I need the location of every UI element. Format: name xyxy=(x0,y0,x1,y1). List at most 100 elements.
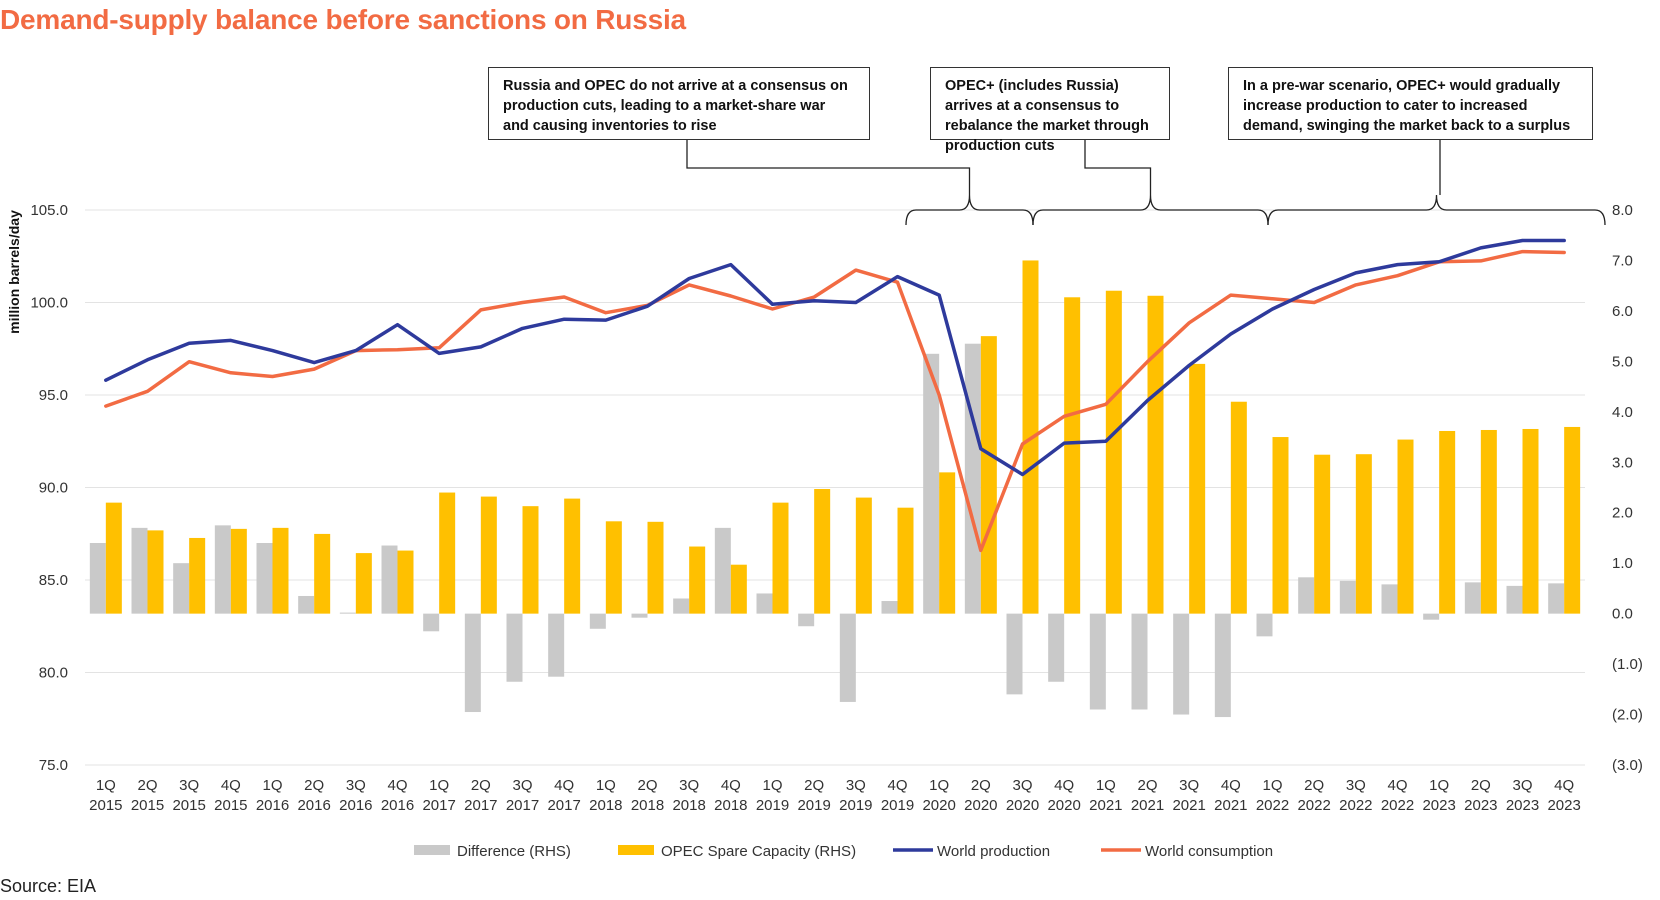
spare-capacity-bar xyxy=(897,507,914,614)
difference-bar xyxy=(464,613,481,713)
y-right-tick-label: (3.0) xyxy=(1612,757,1643,774)
difference-bar xyxy=(1006,613,1023,695)
spare-capacity-bar xyxy=(855,497,872,614)
x-tick-label: 4Q 2020 xyxy=(1047,777,1080,814)
legend-label: World consumption xyxy=(1145,843,1273,860)
difference-bar xyxy=(881,601,898,614)
spare-capacity-bar xyxy=(1147,295,1164,614)
spare-capacity-bar xyxy=(1397,439,1414,614)
x-tick-label: 4Q 2015 xyxy=(214,777,247,814)
legend-label: World production xyxy=(937,843,1050,860)
difference-bar xyxy=(964,343,981,614)
y-left-tick-label: 95.0 xyxy=(39,387,68,404)
spare-capacity-bar xyxy=(314,533,331,614)
y-right-tick-label: 8.0 xyxy=(1612,202,1633,219)
y-left-tick-label: 100.0 xyxy=(30,295,68,312)
spare-capacity-bar xyxy=(480,496,497,614)
x-tick-label: 2Q 2023 xyxy=(1464,777,1497,814)
difference-bar xyxy=(714,527,731,614)
x-tick-label: 3Q 2020 xyxy=(1006,777,1039,814)
spare-capacity-bar xyxy=(1564,426,1581,614)
x-tick-label: 3Q 2022 xyxy=(1339,777,1372,814)
y-axis-title: million barrels/day xyxy=(6,210,22,334)
x-tick-label: 3Q 2019 xyxy=(839,777,872,814)
legend-label: OPEC Spare Capacity (RHS) xyxy=(661,843,856,860)
difference-bar xyxy=(673,598,690,614)
spare-capacity-bar xyxy=(355,553,372,614)
y-right-tick-label: (2.0) xyxy=(1612,707,1643,724)
spare-capacity-bar xyxy=(147,530,164,614)
x-tick-label: 4Q 2021 xyxy=(1214,777,1247,814)
spare-capacity-bar xyxy=(730,564,747,614)
line-series xyxy=(104,238,1566,553)
spare-capacity-bar xyxy=(105,502,122,614)
x-tick-label: 2Q 2020 xyxy=(964,777,997,814)
legend-swatch xyxy=(618,845,654,855)
difference-bar xyxy=(173,563,190,614)
x-tick-label: 2Q 2022 xyxy=(1297,777,1330,814)
difference-bar xyxy=(1089,613,1106,710)
x-tick-label: 1Q 2019 xyxy=(756,777,789,814)
x-tick-label: 4Q 2022 xyxy=(1381,777,1414,814)
difference-bar xyxy=(506,613,523,682)
annotation-pre-war-scenario: In a pre-war scenario, OPEC+ would gradu… xyxy=(1228,67,1593,140)
x-tick-label: 1Q 2017 xyxy=(422,777,455,814)
spare-capacity-bar xyxy=(814,489,831,614)
spare-capacity-bar xyxy=(689,546,706,614)
difference-bar xyxy=(256,543,273,614)
difference-bar xyxy=(381,545,398,614)
x-tick-label: 1Q 2021 xyxy=(1089,777,1122,814)
x-tick-label: 2Q 2021 xyxy=(1131,777,1164,814)
x-tick-label: 3Q 2016 xyxy=(339,777,372,814)
x-tick-label: 3Q 2023 xyxy=(1506,777,1539,814)
y-right-tick-label: (1.0) xyxy=(1612,656,1643,673)
x-tick-label: 1Q 2022 xyxy=(1256,777,1289,814)
y-left-tick-label: 85.0 xyxy=(39,572,68,589)
x-tick-label: 4Q 2017 xyxy=(547,777,580,814)
spare-capacity-bar xyxy=(939,472,956,614)
spare-capacity-bar xyxy=(1355,454,1372,614)
x-tick-label: 3Q 2017 xyxy=(506,777,539,814)
spare-capacity-bar xyxy=(605,521,622,614)
difference-bar xyxy=(1381,584,1398,614)
difference-bar xyxy=(798,613,815,627)
difference-bar xyxy=(1548,583,1565,614)
y-left-tick-label: 90.0 xyxy=(39,480,68,497)
spare-capacity-bar xyxy=(1314,454,1331,614)
difference-bar xyxy=(923,353,940,614)
spare-capacity-bar xyxy=(1105,290,1122,614)
bar-series xyxy=(89,260,1581,718)
world-consumption-line xyxy=(104,249,1566,553)
difference-bar xyxy=(1298,577,1315,614)
spare-capacity-bar xyxy=(1480,429,1497,614)
difference-bar xyxy=(298,595,315,614)
y-left-tick-label: 105.0 xyxy=(30,202,68,219)
y-right-tick-label: 3.0 xyxy=(1612,454,1633,471)
spare-capacity-bar xyxy=(1189,363,1206,614)
spare-capacity-bar xyxy=(522,506,539,614)
spare-capacity-bar xyxy=(272,527,289,614)
difference-bar xyxy=(1506,585,1523,614)
world-production-line xyxy=(104,238,1566,477)
right-axis: (3.0) (2.0) (1.0) 0.0 1.0 2.0 3.0 4.0 5.0 6.0 7.0 8… xyxy=(1612,202,1643,774)
difference-bar xyxy=(1423,613,1440,620)
spare-capacity-bar xyxy=(772,502,789,614)
x-tick-label: 4Q 2018 xyxy=(714,777,747,814)
difference-bar xyxy=(1173,613,1190,715)
legend-swatch xyxy=(414,845,450,855)
difference-bar xyxy=(839,613,856,702)
spare-capacity-bar xyxy=(397,550,414,614)
difference-bar xyxy=(1214,613,1231,718)
x-tick-label: 3Q 2015 xyxy=(172,777,205,814)
connector-price-war xyxy=(686,140,971,195)
spare-capacity-bar xyxy=(980,336,997,614)
spare-capacity-bar xyxy=(1272,437,1289,614)
spare-capacity-bar xyxy=(564,498,581,614)
difference-bar xyxy=(214,525,231,614)
difference-bar xyxy=(589,613,606,629)
brace-pre-war xyxy=(1267,194,1606,226)
difference-bar xyxy=(1131,613,1148,710)
x-tick-label: 1Q 2018 xyxy=(589,777,622,814)
x-tick-label: 2Q 2015 xyxy=(131,777,164,814)
